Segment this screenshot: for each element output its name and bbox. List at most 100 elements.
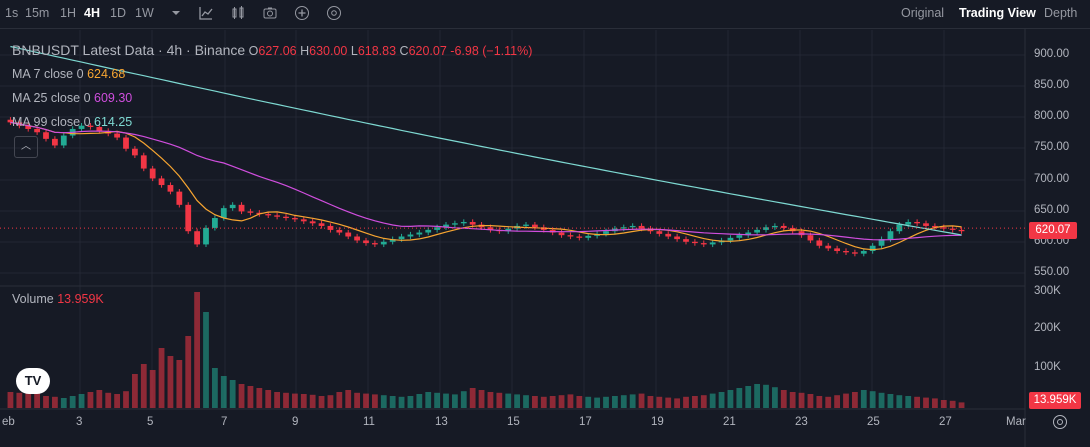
volume-bar — [949, 400, 956, 408]
time-axis-label: 23 — [795, 416, 808, 428]
candle — [807, 235, 814, 241]
candle — [52, 138, 58, 146]
candle — [869, 245, 876, 252]
volume-bar — [318, 396, 325, 408]
candle — [416, 232, 423, 235]
candle — [620, 227, 627, 229]
candle — [292, 218, 298, 220]
candle — [78, 125, 85, 129]
candle — [238, 204, 245, 212]
candle — [700, 243, 707, 245]
view-depth[interactable]: Depth — [1044, 6, 1078, 20]
volume-bar — [496, 392, 503, 408]
candle — [363, 240, 369, 244]
volume-bar — [478, 390, 485, 408]
time-axis-label: Mar — [1006, 416, 1026, 428]
chevron-down-icon[interactable] — [168, 5, 184, 21]
volume-bar — [398, 396, 405, 408]
time-axis-label: 17 — [579, 416, 592, 428]
volume-bar — [354, 392, 360, 408]
interval-1h[interactable]: 1H — [60, 6, 76, 20]
interval-15m[interactable]: 15m — [25, 6, 50, 20]
candle — [505, 228, 512, 232]
ma99-legend: MA 99 close 0 614.25 — [12, 115, 132, 129]
candle — [763, 227, 769, 230]
time-axis-label: 7 — [221, 416, 228, 428]
time-axis-label: eb — [2, 416, 15, 428]
volume-bar — [336, 392, 343, 408]
candle — [398, 236, 405, 240]
volume-bar — [7, 392, 14, 408]
candle — [638, 225, 645, 229]
volume-label: Volume — [12, 292, 54, 306]
tradingview-logo[interactable]: TV — [16, 368, 50, 394]
volume-bar — [194, 292, 200, 408]
interval-1s[interactable]: 1s — [5, 6, 19, 20]
candle — [140, 155, 147, 169]
volume-bar — [923, 397, 929, 408]
volume-bar — [87, 392, 94, 408]
candle — [940, 227, 947, 229]
volume-bar — [843, 393, 849, 408]
view-trading-view[interactable]: Trading View — [959, 6, 1036, 20]
view-original[interactable]: Original — [901, 6, 945, 20]
interval-1d[interactable]: 1D — [110, 6, 126, 20]
volume-bar — [825, 396, 832, 408]
candle — [603, 231, 609, 234]
volume-bar — [380, 395, 387, 408]
candle — [558, 232, 565, 236]
ma7-line — [10, 121, 962, 251]
volume-bar — [638, 393, 645, 408]
volume-bar — [665, 397, 672, 408]
volume-axis-label: 300K — [1034, 285, 1061, 297]
interval-4h[interactable]: 4H — [84, 6, 100, 20]
candle — [194, 231, 200, 245]
volume-bar — [238, 384, 245, 408]
collapse-legend-button[interactable]: ︿ — [14, 136, 38, 158]
candle — [407, 234, 414, 237]
volume-bar — [69, 396, 76, 408]
volume-bar — [869, 391, 876, 408]
camera-icon[interactable] — [262, 5, 278, 21]
candle — [949, 228, 956, 230]
candle — [265, 214, 272, 216]
candle — [709, 242, 716, 245]
volume-bar — [443, 393, 449, 408]
volume-bar — [514, 394, 520, 408]
time-axis-label: 25 — [867, 416, 880, 428]
last-volume-tag: 13.959K — [1029, 392, 1081, 409]
volume-bar — [727, 390, 734, 408]
candle — [452, 223, 458, 225]
candle — [300, 219, 307, 222]
candle — [354, 236, 360, 241]
interval-1w[interactable]: 1W — [135, 6, 154, 20]
volume-bar — [78, 394, 85, 408]
ma7-legend: MA 7 close 0 624.68 — [12, 67, 125, 81]
ma25-legend: MA 25 close 0 609.30 — [12, 91, 132, 105]
add-indicator-icon[interactable] — [294, 5, 310, 21]
volume-bar — [149, 370, 156, 408]
volume-bar — [52, 396, 58, 408]
settings-icon[interactable] — [326, 5, 342, 21]
price-axis-label: 800.00 — [1034, 110, 1070, 122]
volume-bar — [96, 390, 103, 408]
volume-bar — [576, 396, 583, 408]
candle — [345, 232, 352, 237]
candle — [896, 224, 903, 232]
volume-bar — [185, 336, 192, 408]
candle — [247, 211, 254, 213]
volume-bar — [460, 391, 467, 408]
candles-icon[interactable] — [230, 5, 246, 21]
candle — [327, 225, 334, 230]
volume-bar — [612, 396, 618, 408]
candle — [683, 239, 689, 242]
volume-bar — [274, 392, 280, 408]
volume-bar — [300, 394, 307, 408]
gear-icon[interactable] — [1052, 414, 1068, 430]
candle — [843, 251, 849, 253]
chart-line-icon[interactable] — [198, 5, 214, 21]
candle — [860, 251, 867, 254]
candle — [532, 224, 538, 228]
volume-bar — [789, 392, 796, 408]
